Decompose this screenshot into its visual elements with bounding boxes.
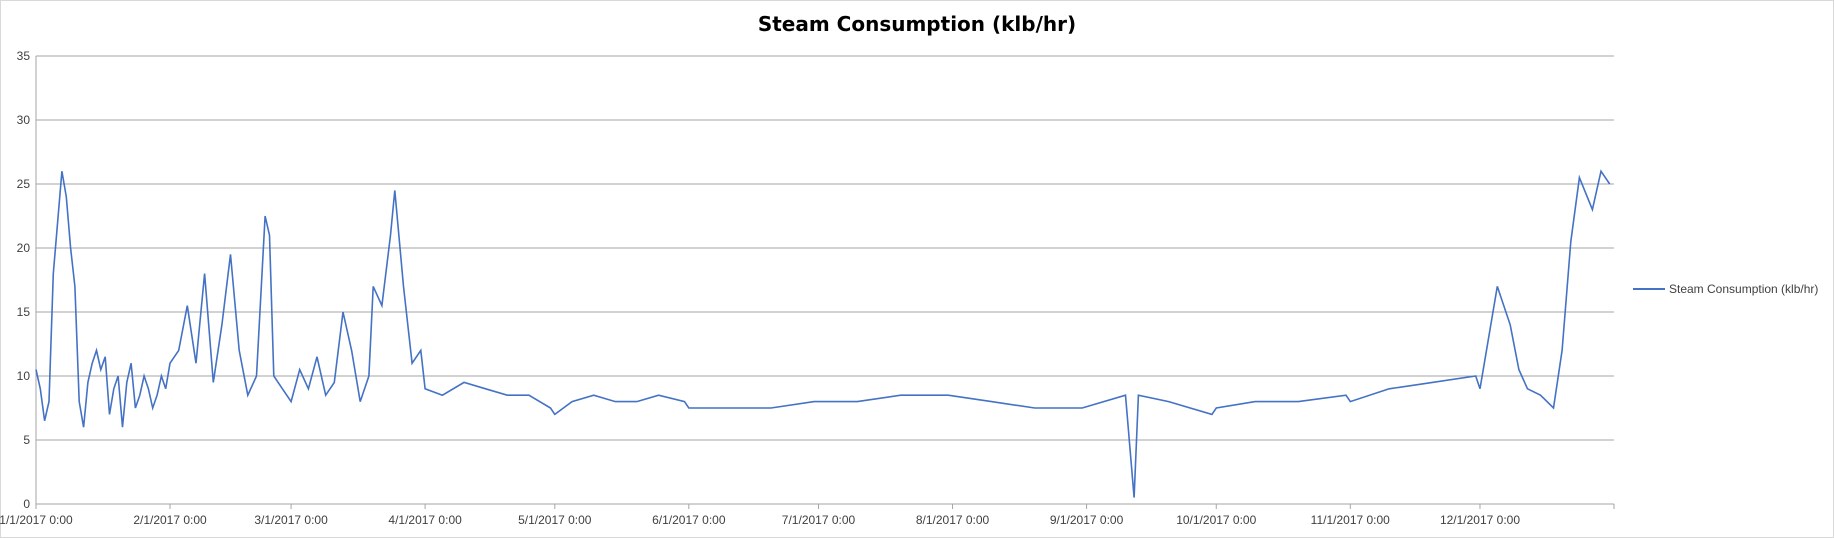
x-tick-label: 2/1/2017 0:00 (133, 513, 207, 527)
x-tick-label: 11/1/2017 0:00 (1311, 513, 1391, 527)
x-tick-label: 6/1/2017 0:00 (652, 513, 726, 527)
y-tick-label: 25 (17, 177, 31, 191)
chart-title: Steam Consumption (klb/hr) (757, 12, 1077, 36)
y-tick-label: 20 (17, 241, 31, 255)
x-axis-ticks: 1/1/2017 0:00 2/1/2017 0:00 3/1/2017 0:00 4… (0, 504, 1615, 527)
x-tick-label: 10/1/2017 0:00 (1176, 513, 1256, 527)
axes (35, 56, 1614, 505)
y-tick-label: 5 (23, 433, 30, 447)
x-tick-label: 7/1/2017 0:00 (782, 513, 856, 527)
x-tick-label: 5/1/2017 0:00 (518, 513, 592, 527)
y-tick-label: 0 (23, 497, 30, 511)
legend-label: Steam Consumption (klb/hr) (1669, 282, 1818, 296)
x-tick-label: 8/1/2017 0:00 (916, 513, 990, 527)
x-tick-label: 4/1/2017 0:00 (388, 513, 462, 527)
y-tick-label: 15 (17, 305, 31, 319)
x-tick-label: 9/1/2017 0:00 (1050, 513, 1124, 527)
y-axis-ticks: 0 5 10 15 20 25 30 35 (17, 49, 31, 511)
y-tick-label: 10 (17, 369, 31, 383)
y-tick-label: 35 (17, 49, 31, 63)
legend: Steam Consumption (klb/hr) (1633, 282, 1818, 296)
y-tick-label: 30 (17, 113, 31, 127)
series-line (35, 169, 1611, 498)
gridlines (36, 55, 1614, 441)
x-tick-label: 1/1/2017 0:00 (0, 513, 73, 527)
x-tick-label: 12/1/2017 0:00 (1440, 513, 1520, 527)
x-tick-label: 3/1/2017 0:00 (254, 513, 328, 527)
